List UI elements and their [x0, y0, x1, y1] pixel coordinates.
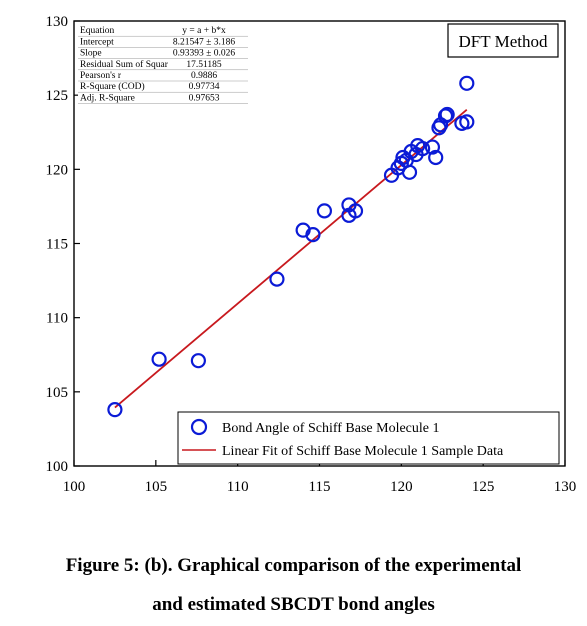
figure-caption-line-1: Figure 5: (b). Graphical comparison of t… [65, 555, 522, 576]
data-point [401, 164, 418, 180]
data-point [424, 139, 441, 155]
legend-marker-circle-icon [190, 418, 208, 436]
y-tick-label: 115 [46, 237, 68, 253]
stats-row-label: Slope [80, 49, 102, 59]
data-point [459, 114, 475, 130]
stats-row-value: 0.93393 ± 0.026 [173, 49, 235, 59]
plot-area [107, 75, 475, 418]
data-point [316, 203, 333, 219]
data-point [190, 353, 206, 369]
stats-row-label: Adj. R-Square [80, 93, 135, 103]
scatter-chart: 100 105 110 115 120 125 130 100 105 110 115 120 125 1… [45, 14, 577, 495]
legend: Bond Angle of Schiff Base Molecule 1 Lin… [177, 411, 560, 465]
legend-frame [177, 411, 560, 465]
method-annotation: DFT Method [459, 32, 548, 51]
legend-entry-fit: Linear Fit of Schiff Base Molecule 1 Sam… [222, 444, 504, 459]
stats-row-value: 0.97653 [189, 93, 220, 103]
method-annotation-frame [447, 23, 559, 58]
stats-row-value: y = a + b*x [182, 26, 226, 36]
y-tick-label: 120 [46, 162, 69, 178]
data-point [305, 227, 321, 243]
method-annotation-box: DFT Method [447, 23, 559, 58]
figure-caption-line-2: and estimated SBCDT bond angles [152, 594, 435, 615]
data-point [437, 108, 454, 124]
data-point [269, 271, 285, 287]
legend-entry-scatter: Bond Angle of Schiff Base Molecule 1 [222, 421, 440, 436]
x-tick-label: 110 [227, 479, 249, 495]
x-tick-label: 120 [390, 479, 413, 495]
data-point [151, 351, 167, 367]
stats-table-background [78, 24, 248, 105]
stats-row-label: R-Square (COD) [80, 81, 145, 92]
x-tick-label: 125 [472, 479, 495, 495]
stats-row-label: Intercept [80, 37, 114, 47]
x-tick-label: 115 [309, 479, 331, 495]
fit-statistics-table: Equation y = a + b*x Intercept 8.21547 ± 3.… [78, 24, 248, 105]
y-tick-label: 105 [46, 385, 69, 401]
stats-row-value: 0.9886 [191, 71, 217, 81]
x-tick-label: 100 [63, 479, 86, 495]
stats-row-value: 8.21547 ± 3.186 [173, 37, 235, 47]
y-tick-label: 100 [46, 459, 69, 475]
data-point [439, 106, 455, 123]
axis-ticks: 100 105 110 115 120 125 130 100 105 110 115 120 125 1… [46, 14, 577, 495]
data-point [107, 402, 123, 418]
stats-row-value: 17.51185 [186, 60, 222, 70]
y-tick-label: 110 [46, 311, 68, 327]
stats-row-label: Equation [80, 26, 115, 36]
x-tick-label: 130 [554, 479, 577, 495]
stats-row-label: Pearson's r [80, 71, 122, 81]
y-tick-label: 130 [46, 14, 69, 30]
y-tick-label: 125 [46, 88, 69, 104]
data-point [459, 75, 475, 91]
stats-row-value: 0.97734 [189, 82, 220, 92]
stats-row-label: Residual Sum of Squar [80, 59, 169, 70]
x-tick-label: 105 [145, 479, 168, 495]
data-point [415, 140, 431, 157]
data-point [428, 149, 444, 166]
data-point [347, 203, 364, 219]
